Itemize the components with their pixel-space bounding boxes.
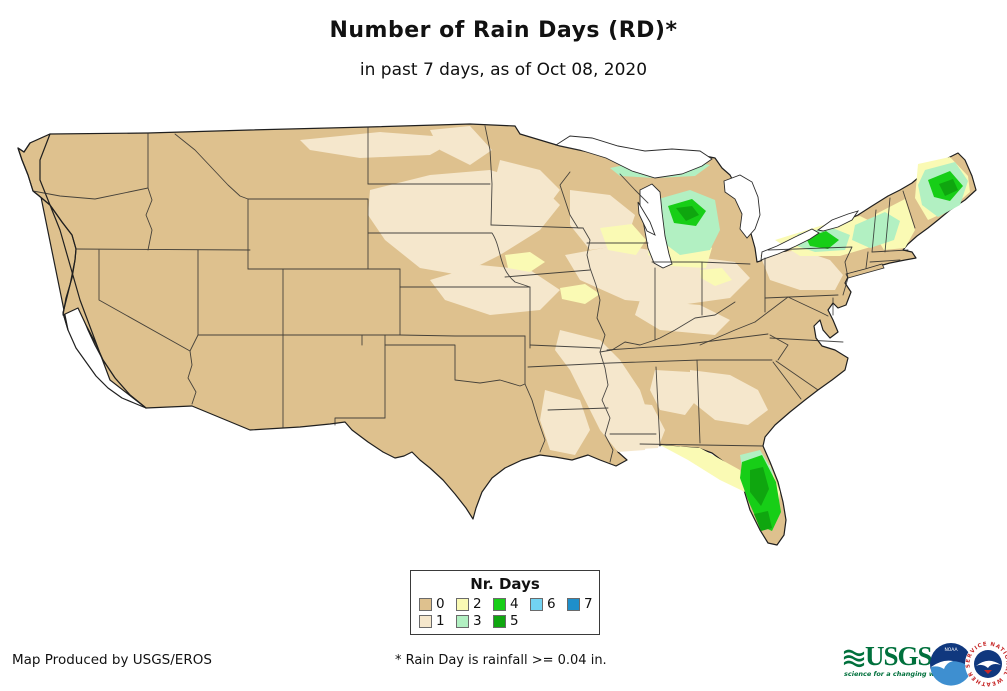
legend-item-2: 2 — [456, 596, 482, 612]
legend-label-7: 7 — [584, 596, 593, 612]
legend-item-1: 1 — [419, 613, 445, 629]
legend-label-4: 4 — [510, 596, 519, 612]
nws-logo: NATIONAL WEATHER SERVICE — [965, 641, 1007, 687]
usgs-wordmark: USGS — [865, 641, 933, 671]
legend-item-3: 3 — [456, 613, 482, 629]
legend-item-4: 4 — [493, 596, 519, 612]
legend-label-3: 3 — [473, 613, 482, 629]
legend-swatch-1 — [419, 615, 432, 628]
legend-swatch-0 — [419, 598, 432, 611]
lake-ontario — [816, 210, 860, 232]
map-credit: Map Produced by USGS/EROS — [12, 652, 212, 668]
lake-erie — [760, 228, 820, 261]
legend-swatch-7 — [567, 598, 580, 611]
rain-day-footnote: * Rain Day is rainfall >= 0.04 in. — [395, 653, 607, 668]
noaa-wordmark: NOAA — [944, 647, 958, 653]
legend-item-0: 0 — [419, 596, 445, 612]
legend-swatch-4 — [493, 598, 506, 611]
lake-michigan — [639, 183, 673, 269]
legend-label-0: 0 — [436, 596, 445, 612]
legend-swatch-3 — [456, 615, 469, 628]
usgs-wave-icon — [843, 649, 865, 668]
legend-item-6: 6 — [530, 596, 556, 612]
legend-label-1: 1 — [436, 613, 445, 629]
usgs-logo: USGS science for a changing world — [843, 641, 949, 682]
green-bay — [637, 201, 656, 236]
noaa-logo: NOAA — [930, 643, 972, 686]
page-subtitle: in past 7 days, as of Oct 08, 2020 — [359, 60, 648, 80]
legend-swatch-6 — [530, 598, 543, 611]
legend-item-5: 5 — [493, 613, 519, 629]
great-lakes — [554, 135, 860, 269]
rain-class-1-patches — [300, 126, 843, 455]
legend-title: Nr. Days — [470, 575, 540, 593]
legend-swatch-5 — [493, 615, 506, 628]
page-title: Number of Rain Days (RD)* — [329, 18, 678, 43]
state-borders — [32, 125, 916, 463]
agency-logos: USGS science for a changing world NOAA N… — [840, 638, 1007, 688]
legend-label-2: 2 — [473, 596, 482, 612]
lake-superior — [554, 135, 713, 179]
lake-huron — [723, 174, 761, 239]
legend-label-5: 5 — [510, 613, 519, 629]
usgs-tagline: science for a changing world — [844, 670, 950, 678]
legend-label-6: 6 — [547, 596, 556, 612]
legend-swatch-2 — [456, 598, 469, 611]
legend-item-7: 7 — [567, 596, 593, 612]
rain-class-5-patches — [676, 179, 958, 531]
